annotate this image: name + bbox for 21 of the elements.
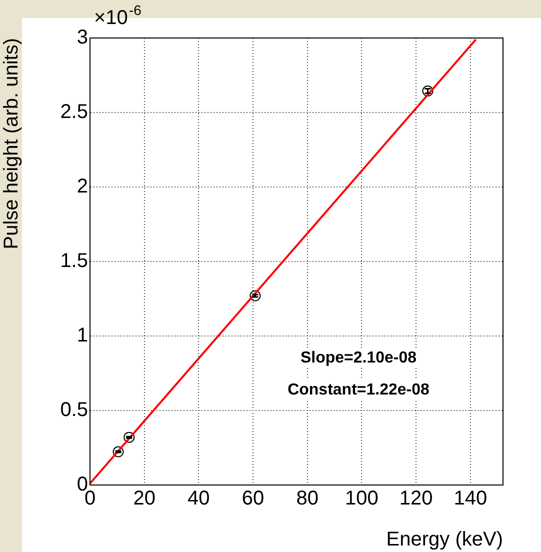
annotation: Constant=1.22e-08 — [288, 381, 430, 398]
x-tick-label: 140 — [454, 488, 488, 510]
y-tick-label: 3 — [76, 26, 88, 49]
y-axis-title: Pulse height (arb. units) — [0, 38, 23, 250]
x-axis-title: Energy (keV) — [386, 528, 503, 551]
x-tick-label: 120 — [399, 488, 433, 510]
x-tick-label: 60 — [242, 488, 264, 510]
y-tick-label: 1 — [76, 324, 88, 347]
x-tick-label: 20 — [133, 488, 156, 510]
x-tick-label: 40 — [188, 488, 210, 510]
point — [112, 446, 124, 458]
y-tick-label: 2 — [76, 176, 88, 198]
y-tick-label: 2.5 — [60, 101, 88, 124]
point — [422, 86, 434, 97]
y-tick-label: 1.5 — [60, 250, 88, 272]
point — [250, 290, 261, 302]
y-tick-label: 0.5 — [60, 399, 88, 422]
x-tick-label: 100 — [345, 488, 378, 510]
point — [124, 432, 135, 443]
annotation: Slope=2.10e-08 — [300, 349, 417, 366]
x-tick-label: 80 — [296, 488, 318, 510]
